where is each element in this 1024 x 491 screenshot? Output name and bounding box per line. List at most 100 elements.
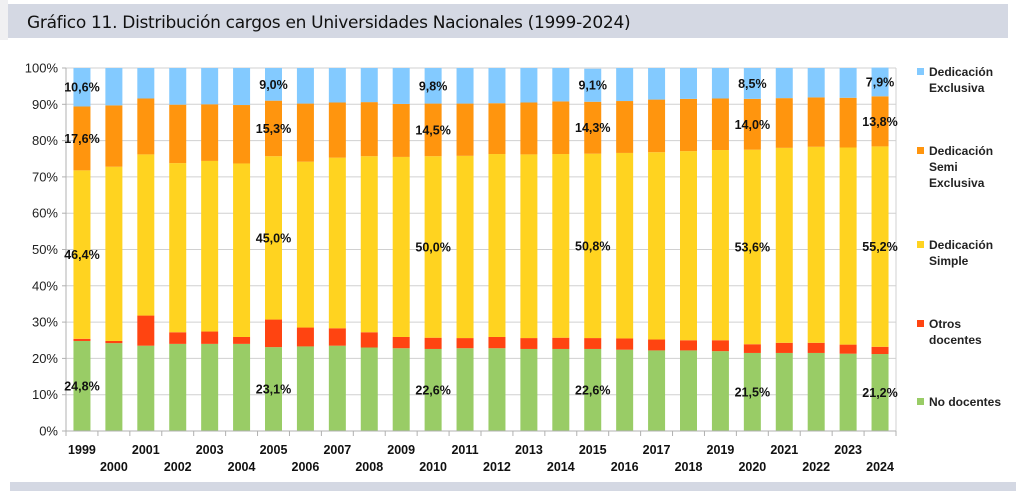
legend-swatch [917, 147, 924, 154]
legend-label: Dedicación [929, 144, 993, 158]
x-tick-label: 2016 [611, 460, 639, 474]
bar-no-docentes-2024 [871, 354, 889, 431]
bar-dedicaci-n-exclusiva-2022 [807, 68, 825, 98]
bar-dedicaci-n-semi-exclusiva-2022 [807, 97, 825, 147]
bar-no-docentes-2010 [424, 348, 442, 431]
bar-no-docentes-2018 [680, 350, 697, 431]
bar-no-docentes-2014 [552, 348, 570, 431]
y-tick-label: 10% [32, 387, 58, 402]
bar-dedicaci-n-simple-2001 [137, 154, 155, 316]
bar-dedicaci-n-semi-exclusiva-2017 [648, 99, 666, 153]
bar-dedicaci-n-exclusiva-2002 [169, 68, 187, 105]
bar-stack-2019 [711, 68, 729, 431]
legend-swatch [917, 398, 924, 405]
data-label: 22,6% [575, 383, 610, 397]
x-tick-label: 2009 [387, 443, 415, 457]
bar-dedicaci-n-simple-2024 [871, 146, 889, 347]
bar-dedicaci-n-semi-exclusiva-2016 [616, 101, 634, 153]
bar-dedicaci-n-exclusiva-2020 [743, 68, 761, 99]
bar-stack-2005 [265, 68, 282, 431]
bar-no-docentes-2003 [201, 343, 219, 431]
legend-item[interactable]: No docentes [917, 395, 1001, 409]
y-tick-label: 70% [32, 169, 58, 184]
bar-dedicaci-n-semi-exclusiva-2007 [328, 102, 346, 158]
bar-dedicaci-n-exclusiva-2016 [616, 68, 634, 102]
bar-otros-docentes-2023 [839, 344, 857, 354]
bar-no-docentes-2007 [328, 345, 346, 431]
bar-stack-2001 [137, 68, 155, 431]
legend-label: Simple [929, 254, 969, 268]
x-tick-label: 2010 [419, 460, 447, 474]
data-label: 53,6% [735, 240, 770, 254]
y-tick-label: 20% [32, 351, 58, 366]
bar-dedicaci-n-semi-exclusiva-2009 [392, 103, 410, 157]
bar-otros-docentes-1999 [73, 338, 91, 341]
bar-no-docentes-2005 [265, 347, 282, 431]
data-label: 14,5% [415, 123, 450, 137]
bar-dedicaci-n-simple-2000 [105, 166, 123, 341]
bar-dedicaci-n-semi-exclusiva-2001 [137, 98, 155, 155]
x-tick-label: 2020 [738, 460, 766, 474]
data-label: 24,8% [64, 379, 99, 393]
data-label: 14,0% [735, 118, 770, 132]
bar-dedicaci-n-exclusiva-2015 [584, 68, 602, 102]
bar-no-docentes-2009 [392, 348, 410, 431]
y-tick-label: 50% [32, 242, 58, 257]
bar-otros-docentes-2011 [456, 338, 474, 349]
bar-dedicaci-n-simple-2012 [488, 154, 506, 337]
bar-no-docentes-2019 [711, 351, 729, 431]
bar-otros-docentes-2022 [807, 342, 825, 353]
bar-dedicaci-n-semi-exclusiva-2004 [233, 105, 251, 164]
bar-dedicaci-n-semi-exclusiva-2013 [520, 102, 538, 155]
bar-dedicaci-n-exclusiva-2023 [839, 68, 857, 98]
bar-dedicaci-n-semi-exclusiva-2024 [871, 96, 889, 147]
data-label: 50,8% [575, 239, 610, 253]
x-tick-label: 2011 [451, 443, 478, 457]
bar-otros-docentes-2018 [680, 340, 697, 351]
y-tick-label: 40% [32, 278, 58, 293]
bar-otros-docentes-2020 [743, 344, 761, 353]
bar-dedicaci-n-simple-2013 [520, 154, 538, 339]
bar-dedicaci-n-simple-2016 [616, 152, 634, 339]
bar-dedicaci-n-exclusiva-2019 [711, 68, 729, 99]
bar-dedicaci-n-exclusiva-2010 [424, 68, 442, 104]
data-label: 17,6% [64, 132, 99, 146]
bar-dedicaci-n-simple-2019 [711, 150, 729, 341]
bar-dedicaci-n-exclusiva-2021 [775, 68, 793, 99]
bar-dedicaci-n-simple-2023 [839, 147, 857, 345]
data-label: 21,5% [735, 385, 770, 399]
bar-stack-2018 [680, 68, 697, 431]
gridlines [66, 67, 896, 432]
bar-stack-2011 [456, 68, 474, 431]
legend-item[interactable]: Dedicación Simple [917, 238, 993, 268]
bar-dedicaci-n-semi-exclusiva-2015 [584, 101, 602, 154]
bar-dedicaci-n-simple-2005 [265, 156, 282, 320]
bar-dedicaci-n-semi-exclusiva-2002 [169, 104, 187, 164]
bar-dedicaci-n-exclusiva-2013 [520, 68, 538, 103]
bar-otros-docentes-2008 [360, 332, 378, 348]
data-label: 45,0% [256, 231, 291, 245]
bar-dedicaci-n-semi-exclusiva-2020 [743, 98, 761, 150]
bar-dedicaci-n-semi-exclusiva-2008 [360, 102, 378, 157]
bar-stack-2021 [775, 68, 793, 431]
bar-dedicaci-n-exclusiva-2000 [105, 68, 123, 106]
chart-title: Gráfico 11. Distribución cargos en Unive… [27, 13, 631, 33]
legend-item[interactable]: Dedicación Semi Exclusiva [917, 144, 993, 190]
x-tick-label: 2008 [355, 460, 383, 474]
bar-otros-docentes-2005 [265, 319, 282, 348]
bar-dedicaci-n-simple-2014 [552, 154, 570, 338]
y-tick-label: 80% [32, 133, 58, 148]
legend-item[interactable]: Dedicación Exclusiva [917, 65, 993, 95]
legend-label: Exclusiva [929, 176, 985, 190]
bar-dedicaci-n-semi-exclusiva-2000 [105, 105, 123, 167]
bar-stack-2015 [584, 68, 602, 431]
bar-dedicaci-n-semi-exclusiva-2014 [552, 101, 570, 155]
legend-item[interactable]: Otros docentes [917, 317, 982, 347]
bar-stack-2008 [360, 68, 378, 431]
data-label: 55,2% [862, 240, 897, 254]
legend-swatch [917, 320, 924, 327]
bar-dedicaci-n-exclusiva-2017 [648, 68, 666, 100]
title-bar-edge [0, 0, 8, 40]
bar-dedicaci-n-simple-2020 [743, 149, 761, 345]
bar-stack-2000 [105, 68, 123, 431]
